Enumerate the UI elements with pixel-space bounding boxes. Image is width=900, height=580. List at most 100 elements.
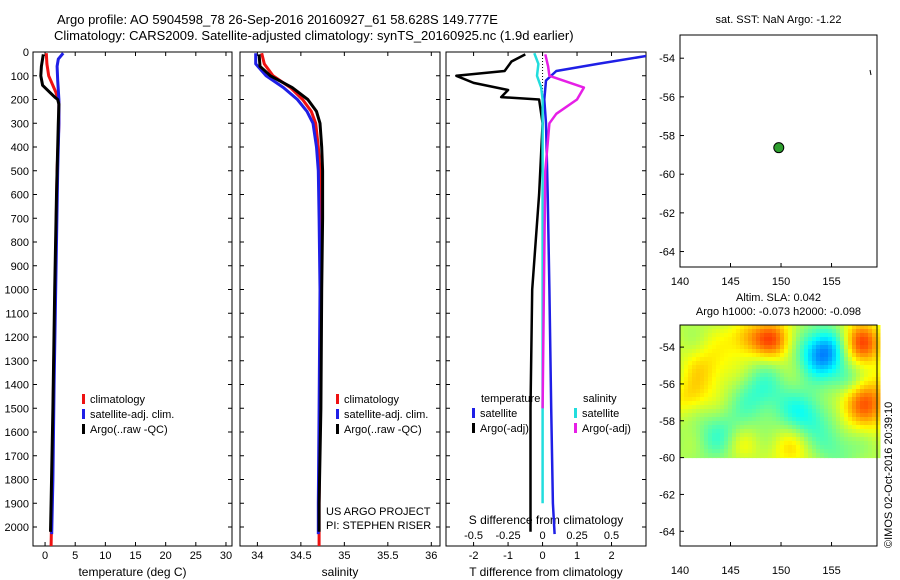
sla-cell <box>716 337 721 342</box>
sla-cell <box>796 441 801 446</box>
sla-cell <box>840 349 845 354</box>
sla-y-tick-label: -54 <box>659 342 675 354</box>
sla-cell <box>756 397 761 402</box>
sla-cell <box>688 341 693 346</box>
sla-cell <box>828 445 833 450</box>
sla-cell <box>828 409 833 414</box>
sla-cell <box>780 329 785 334</box>
sla-cell <box>728 429 733 434</box>
sla-cell <box>868 453 873 458</box>
sla-cell <box>692 357 697 362</box>
sla-cell <box>740 369 745 374</box>
sla-cell <box>768 421 773 426</box>
sla-cell <box>740 417 745 422</box>
sla-cell <box>764 329 769 334</box>
sla-cell <box>844 405 849 410</box>
sla-cell <box>764 333 769 338</box>
sla-cell <box>836 421 841 426</box>
sla-cell <box>712 365 717 370</box>
x-tick-label: 0 <box>539 550 545 562</box>
sla-cell <box>820 409 825 414</box>
sla-cell <box>836 409 841 414</box>
sla-cell <box>816 453 821 458</box>
sla-cell <box>832 345 837 350</box>
sla-cell <box>824 341 829 346</box>
sla-cell <box>708 401 713 406</box>
sla-cell <box>808 425 813 430</box>
sla-cell <box>680 453 685 458</box>
sla-cell <box>812 449 817 454</box>
sla-cell <box>756 341 761 346</box>
sla-cell <box>740 397 745 402</box>
sla-cell <box>856 353 861 358</box>
sla-cell <box>764 417 769 422</box>
sla-cell <box>756 429 761 434</box>
sla-cell <box>840 325 845 330</box>
sla-cell <box>816 413 821 418</box>
sla-cell <box>832 365 837 370</box>
sla-cell <box>796 413 801 418</box>
sla-cell <box>712 329 717 334</box>
sla-cell <box>868 357 873 362</box>
sla-cell <box>812 417 817 422</box>
sla-cell <box>740 361 745 366</box>
sla-cell <box>680 349 685 354</box>
sla-cell <box>872 409 877 414</box>
sla-cell <box>776 377 781 382</box>
sla-cell <box>836 393 841 398</box>
sla-cell <box>732 325 737 330</box>
sla-cell <box>816 333 821 338</box>
sla-cell <box>736 353 741 358</box>
difference-plot-frame <box>445 51 647 547</box>
sla-cell <box>692 449 697 454</box>
sla-cell <box>792 325 797 330</box>
sla-cell <box>820 329 825 334</box>
sla-cell <box>828 453 833 458</box>
sla-cell <box>868 373 873 378</box>
sla-cell <box>820 449 825 454</box>
sla-cell <box>844 389 849 394</box>
sla-cell <box>792 433 797 438</box>
sla-cell <box>720 409 725 414</box>
sla-cell <box>812 405 817 410</box>
sla-cell <box>744 413 749 418</box>
sla-cell <box>800 413 805 418</box>
sla-cell <box>816 377 821 382</box>
sla-cell <box>816 429 821 434</box>
sla-cell <box>700 413 705 418</box>
sla-cell <box>680 417 685 422</box>
sla-cell <box>792 329 797 334</box>
sla-cell <box>756 325 761 330</box>
sla-cell <box>724 425 729 430</box>
sla-cell <box>712 381 717 386</box>
sla-cell <box>844 425 849 430</box>
sla-cell <box>876 393 881 398</box>
sst-y-tick-label: -58 <box>659 131 675 143</box>
sla-cell <box>768 445 773 450</box>
sla-cell <box>856 405 861 410</box>
sla-cell <box>732 373 737 378</box>
sla-cell <box>840 397 845 402</box>
sla-cell <box>816 409 821 414</box>
sla-cell <box>792 369 797 374</box>
sla-cell <box>792 381 797 386</box>
sla-cell <box>816 385 821 390</box>
sla-cell <box>680 381 685 386</box>
y-tick-label: 800 <box>11 237 29 249</box>
sla-cell <box>712 333 717 338</box>
x-tick-label: 35 <box>338 550 350 562</box>
sla-cell <box>852 405 857 410</box>
sla-cell <box>728 365 733 370</box>
sla-cell <box>744 369 749 374</box>
sla-cell <box>772 421 777 426</box>
sla-cell <box>688 445 693 450</box>
sla-cell <box>812 345 817 350</box>
sla-cell <box>804 329 809 334</box>
sla-cell <box>708 445 713 450</box>
sla-cell <box>868 337 873 342</box>
sla-cell <box>708 341 713 346</box>
sla-cell <box>688 381 693 386</box>
sla-cell <box>736 377 741 382</box>
y-tick-label: 2000 <box>5 522 29 534</box>
sla-cell <box>784 437 789 442</box>
